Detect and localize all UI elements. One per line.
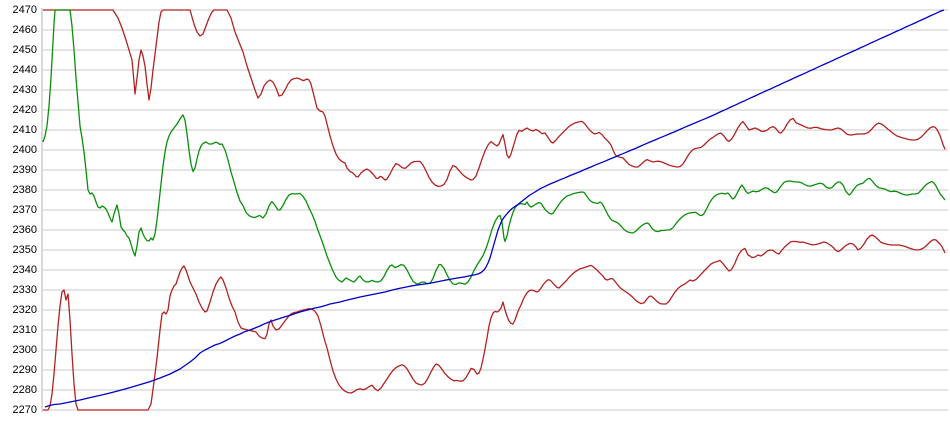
y-axis-label: 2400	[12, 143, 37, 156]
y-axis-label: 2410	[12, 123, 37, 136]
y-axis-label: 2290	[12, 363, 37, 376]
y-axis-label: 2300	[12, 343, 37, 356]
y-axis-label: 2360	[12, 223, 37, 236]
y-axis-label: 2440	[12, 63, 37, 76]
y-axis-label: 2280	[12, 383, 37, 396]
y-axis-label: 2470	[12, 3, 37, 16]
y-axis-label: 2350	[12, 243, 37, 256]
y-axis-label: 2420	[12, 103, 37, 116]
upper-red-band-line	[43, 9, 946, 188]
lower-red-band-line	[43, 234, 946, 411]
y-axis-label: 2340	[12, 263, 37, 276]
y-axis-label: 2390	[12, 163, 37, 176]
y-axis-label: 2310	[12, 323, 37, 336]
y-axis-label: 2320	[12, 303, 37, 316]
y-axis-label: 2270	[12, 403, 37, 416]
y-axis-label: 2330	[12, 283, 37, 296]
y-axis-label: 2450	[12, 43, 37, 56]
green-mid-line-line	[42, 9, 946, 286]
y-axis-label: 2460	[12, 23, 37, 36]
y-axis-label: 2430	[12, 83, 37, 96]
blue-cumulative-line-line	[44, 9, 945, 408]
y-axis-label: 2370	[12, 203, 37, 216]
y-axis-label: 2380	[12, 183, 37, 196]
